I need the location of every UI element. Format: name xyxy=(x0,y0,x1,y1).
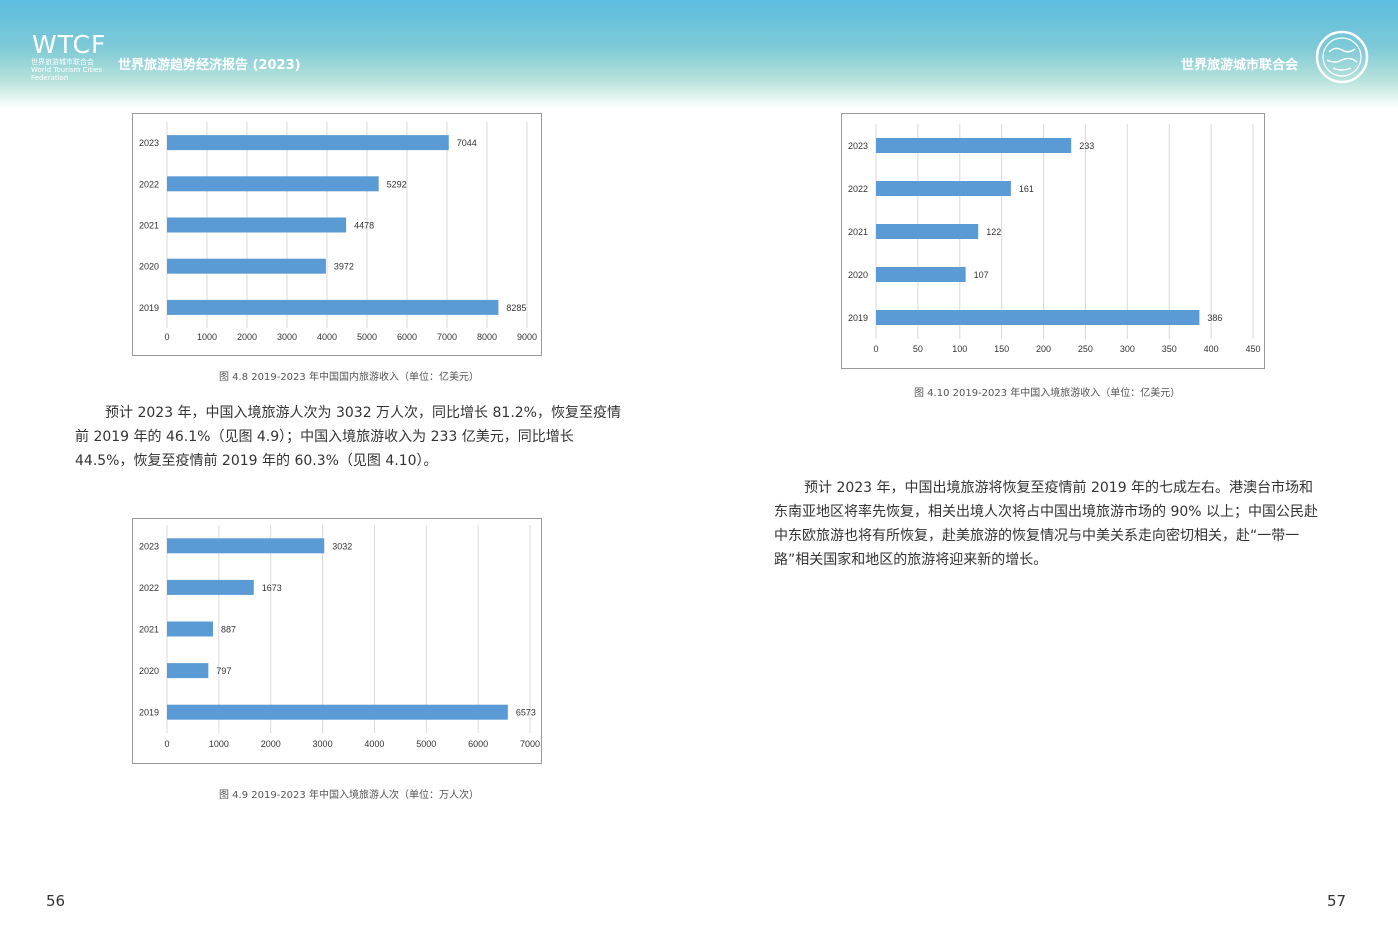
x-tick-label: 200 xyxy=(1036,344,1051,354)
report-title: 世界旅游趋势经济报告 (2023) xyxy=(118,58,301,73)
data-label: 1673 xyxy=(262,583,282,593)
caption-fig410: 图 4.10 2019-2023 年中国入境旅游收入（单位：亿美元） xyxy=(914,388,1181,399)
data-label: 797 xyxy=(216,666,231,676)
category-label: 2020 xyxy=(848,270,868,280)
globe-icon xyxy=(1315,30,1369,84)
bar xyxy=(876,310,1200,325)
logo-subtitle: 世界旅游城市联合会 World Tourism Cities Federatio… xyxy=(31,58,103,82)
x-tick-label: 3000 xyxy=(313,739,333,749)
data-label: 386 xyxy=(1207,313,1222,323)
category-label: 2019 xyxy=(848,313,868,323)
x-tick-label: 50 xyxy=(913,344,923,354)
x-tick-label: 7000 xyxy=(520,739,540,749)
category-label: 2020 xyxy=(139,666,159,676)
x-tick-label: 100 xyxy=(952,344,967,354)
bar xyxy=(167,538,325,554)
bar xyxy=(167,176,379,192)
x-tick-label: 250 xyxy=(1078,344,1093,354)
bar xyxy=(876,181,1011,196)
x-tick-label: 1000 xyxy=(197,332,217,342)
category-label: 2023 xyxy=(139,541,159,551)
x-tick-label: 1000 xyxy=(209,739,229,749)
bar xyxy=(167,217,347,233)
x-tick-label: 2000 xyxy=(237,332,257,342)
bar xyxy=(167,258,326,274)
data-label: 122 xyxy=(986,227,1001,237)
category-label: 2022 xyxy=(139,583,159,593)
x-tick-label: 6000 xyxy=(397,332,417,342)
category-label: 2022 xyxy=(848,184,868,194)
data-label: 5292 xyxy=(387,179,407,189)
x-tick-label: 150 xyxy=(994,344,1009,354)
page-number-right: 57 xyxy=(1327,892,1347,910)
chart-fig48: 0 1000 2000 3000 4000 5000 6000 7000 8000 9000 202… xyxy=(132,113,542,356)
chart-fig410: 0 50 100 150 200 250 300 350 400 450 2023 233 2022 16… xyxy=(841,113,1265,369)
category-label: 2021 xyxy=(139,221,159,231)
x-tick-label: 400 xyxy=(1204,344,1219,354)
organization-name: 世界旅游城市联合会 xyxy=(1180,58,1298,73)
bar xyxy=(167,704,508,720)
x-tick-label: 7000 xyxy=(437,332,457,342)
x-tick-label: 8000 xyxy=(477,332,497,342)
x-tick-label: 0 xyxy=(873,344,878,354)
x-tick-label: 2000 xyxy=(261,739,281,749)
category-label: 2021 xyxy=(848,227,868,237)
caption-fig49: 图 4.9 2019-2023 年中国入境旅游人次（单位：万人次） xyxy=(219,790,479,801)
bar-chart-inbound-visitors: 0 1000 2000 3000 4000 5000 6000 7000 2023 3032 202… xyxy=(139,525,540,749)
caption-fig48: 图 4.8 2019-2023 年中国国内旅游收入（单位：亿美元） xyxy=(219,372,479,383)
data-label: 8285 xyxy=(506,303,526,313)
category-label: 2020 xyxy=(139,262,159,272)
body-paragraph-right: 预计 2023 年，中国出境旅游将恢复至疫情前 2019 年的七成左右。港澳台市… xyxy=(774,480,1319,568)
wtcf-logo: WTCF xyxy=(32,30,107,59)
category-label: 2019 xyxy=(139,303,159,313)
page-header: WTCF 世界旅游城市联合会 World Tourism Cities Fede… xyxy=(0,0,1398,108)
x-tick-label: 9000 xyxy=(517,332,537,342)
chart-fig49: 0 1000 2000 3000 4000 5000 6000 7000 2023 3032 202… xyxy=(132,518,542,764)
category-label: 2023 xyxy=(848,141,868,151)
bar xyxy=(167,621,213,637)
data-label: 6573 xyxy=(516,708,536,718)
data-label: 161 xyxy=(1019,184,1034,194)
data-label: 107 xyxy=(974,270,989,280)
bar xyxy=(876,138,1072,153)
x-tick-label: 3000 xyxy=(277,332,297,342)
x-tick-label: 450 xyxy=(1245,344,1260,354)
category-label: 2022 xyxy=(139,179,159,189)
category-label: 2019 xyxy=(139,708,159,718)
x-tick-label: 350 xyxy=(1162,344,1177,354)
bar xyxy=(876,267,966,282)
page-number-left: 56 xyxy=(46,892,66,910)
bar-chart-inbound-income: 0 50 100 150 200 250 300 350 400 450 2023 233 2022 16… xyxy=(848,124,1261,354)
bar xyxy=(167,135,449,151)
bar xyxy=(167,663,209,679)
data-label: 887 xyxy=(221,625,236,635)
bar xyxy=(876,224,979,239)
x-tick-label: 5000 xyxy=(416,739,436,749)
bar xyxy=(167,579,254,595)
x-tick-label: 6000 xyxy=(468,739,488,749)
data-label: 7044 xyxy=(457,138,477,148)
x-tick-label: 300 xyxy=(1120,344,1135,354)
x-tick-label: 4000 xyxy=(364,739,384,749)
x-tick-label: 4000 xyxy=(317,332,337,342)
bar-chart-domestic-income: 0 1000 2000 3000 4000 5000 6000 7000 8000 9000 202… xyxy=(139,122,537,342)
category-label: 2021 xyxy=(139,625,159,635)
data-label: 4478 xyxy=(354,221,374,231)
data-label: 3972 xyxy=(334,262,354,272)
x-tick-label: 0 xyxy=(164,739,169,749)
x-tick-label: 5000 xyxy=(357,332,377,342)
bar xyxy=(167,299,499,315)
data-label: 3032 xyxy=(332,541,352,551)
category-label: 2023 xyxy=(139,138,159,148)
x-tick-label: 0 xyxy=(164,332,169,342)
data-label: 233 xyxy=(1079,141,1094,151)
body-paragraph-left: 预计 2023 年，中国入境旅游人次为 3032 万人次，同比增长 81.2%，… xyxy=(75,405,621,469)
